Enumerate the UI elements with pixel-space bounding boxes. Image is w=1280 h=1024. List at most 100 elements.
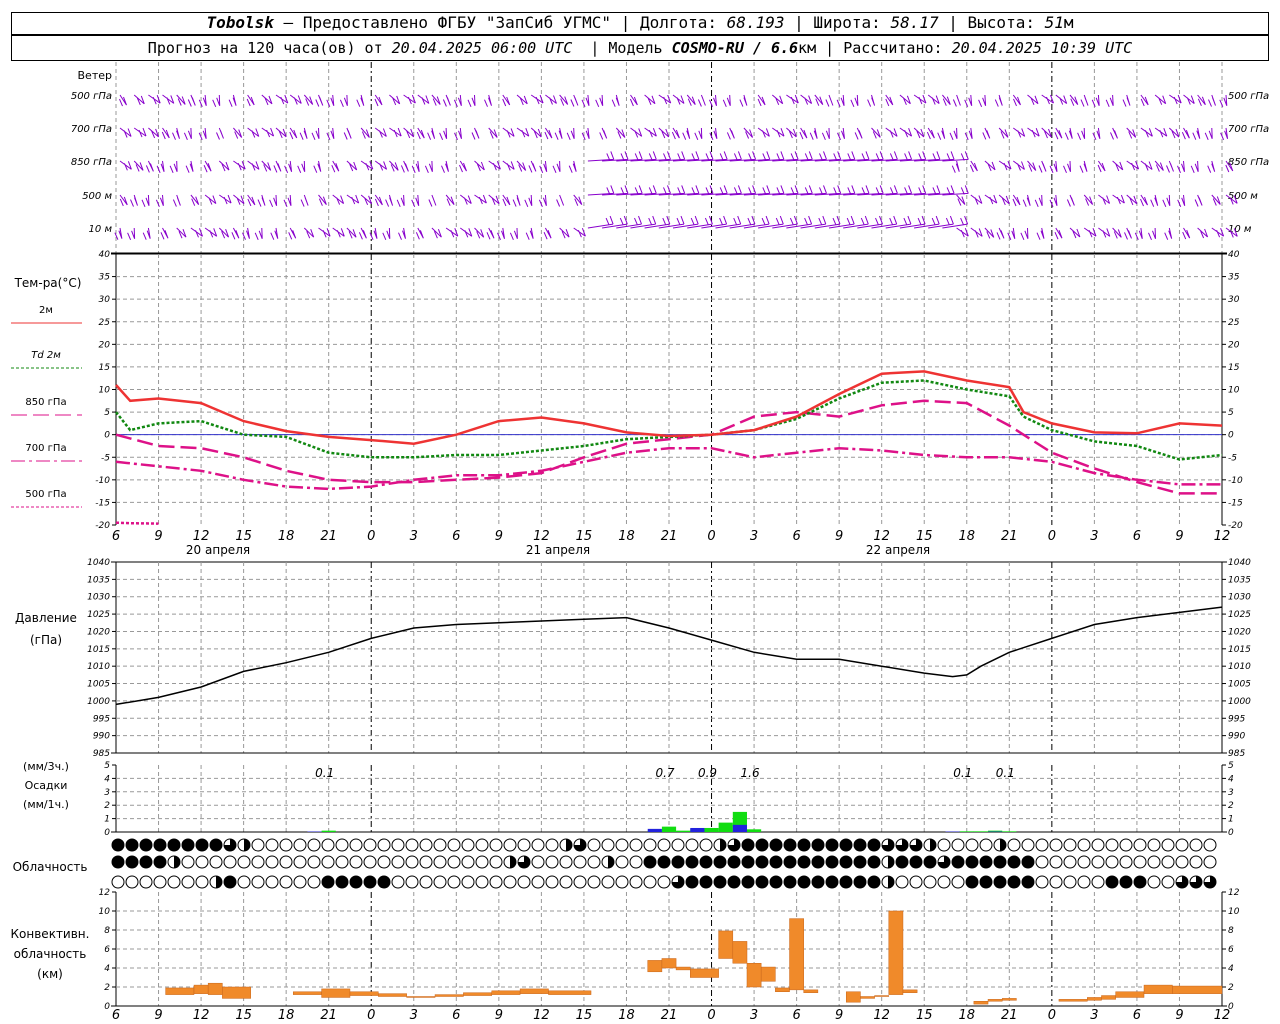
wind-barb xyxy=(369,227,378,240)
wind-barb xyxy=(183,127,192,140)
wind-barb xyxy=(942,151,969,162)
cloud-circle xyxy=(937,838,951,852)
temp-legend-label: 2м xyxy=(39,305,53,316)
pres-ytick-label-right: 1010 xyxy=(1228,662,1251,672)
temp-ytick-label-right: 5 xyxy=(1228,408,1234,418)
wind-barb xyxy=(800,215,827,229)
wind-barb xyxy=(1219,94,1228,107)
convective-bar xyxy=(675,966,691,971)
cloud-circle xyxy=(1063,838,1077,852)
convective-bar xyxy=(463,992,493,996)
cloud-cover-symbol xyxy=(139,875,153,889)
temp-hour-tick: 15 xyxy=(576,529,593,544)
wind-barb xyxy=(346,194,360,205)
wind-barb xyxy=(332,194,345,205)
cloud-circle xyxy=(419,855,433,869)
cloud-cover-symbol xyxy=(1063,838,1077,852)
pres-ytick-label-left: 1005 xyxy=(87,680,110,690)
wind-barb xyxy=(1154,94,1167,105)
precip-data-label: 0.7 xyxy=(655,766,674,780)
cloud-cover-symbol xyxy=(517,838,531,852)
precip-1h-bar xyxy=(676,830,691,832)
wind-barb xyxy=(843,151,870,162)
cloud-fill xyxy=(1176,876,1188,888)
wind-barb xyxy=(857,151,884,162)
cloud-cover-symbol xyxy=(601,875,615,889)
prec-ytick-label-left: 5 xyxy=(104,761,110,771)
wind-barb xyxy=(672,185,700,196)
cloud-circle xyxy=(839,875,853,889)
wind-barb xyxy=(1126,127,1137,139)
cloud-cover-symbol xyxy=(111,855,125,869)
cloud-circle xyxy=(433,875,447,889)
temp-ytick-label-left: 25 xyxy=(99,318,111,328)
cloud-cover-symbol xyxy=(209,855,223,869)
convective-bar xyxy=(378,993,407,997)
cloud-cover-symbol xyxy=(279,855,293,869)
wind-barb xyxy=(984,227,995,239)
wind-barb xyxy=(190,227,203,238)
cloud-cover-symbol xyxy=(293,855,307,869)
wind-barb xyxy=(127,227,136,240)
cloud-circle xyxy=(321,838,335,852)
wind-barb xyxy=(709,127,718,140)
cloud-circle xyxy=(573,875,587,889)
cloud-cover-symbol xyxy=(153,838,167,852)
wind-barb xyxy=(374,194,383,207)
cloud-circle xyxy=(1133,875,1147,889)
wind-barb xyxy=(658,127,670,139)
wind-barb xyxy=(530,127,542,139)
cloud-cover-symbol xyxy=(895,875,909,889)
wind-barb xyxy=(486,227,495,240)
wind-barb xyxy=(1041,127,1052,139)
cloud-cover-symbol xyxy=(419,875,433,889)
cloud-fill xyxy=(1000,839,1006,851)
cloud-circle xyxy=(1091,855,1105,869)
wind-barb xyxy=(203,160,212,173)
wind-barb xyxy=(488,127,498,139)
cloud-cover-symbol xyxy=(1077,855,1091,869)
wind-barb xyxy=(964,127,973,140)
wind-barb xyxy=(1122,94,1131,107)
conv-hour-tick: 18 xyxy=(278,1008,295,1023)
cloud-circle xyxy=(615,838,629,852)
wind-barb xyxy=(130,194,138,207)
wind-barb xyxy=(587,151,615,162)
cloud-circle xyxy=(1119,855,1133,869)
wind-barb xyxy=(474,160,485,172)
prec-ytick-label-left: 3 xyxy=(104,788,110,798)
wind-barb xyxy=(270,227,279,240)
prec-ytick-label-left: 0 xyxy=(104,828,110,838)
cloud-cover-symbol xyxy=(881,875,895,889)
wind-barb xyxy=(142,227,151,240)
cloud-fill xyxy=(216,876,222,888)
conv-hour-tick: 9 xyxy=(835,1008,843,1023)
cloud-circle xyxy=(741,855,755,869)
cloud-circle xyxy=(1161,838,1175,852)
cloud-cover-symbol xyxy=(1007,838,1021,852)
temp-ytick-label-left: -20 xyxy=(95,521,110,531)
temp-hour-tick: 3 xyxy=(750,529,758,544)
conv-hour-tick: 6 xyxy=(1133,1008,1141,1023)
wind-barb xyxy=(400,160,409,173)
precip-data-label: 0.1 xyxy=(996,766,1015,780)
wind-barb xyxy=(1124,227,1132,240)
wind-barb xyxy=(1192,127,1201,140)
cloud-cover-symbol xyxy=(741,838,755,852)
cloud-fill xyxy=(608,856,614,868)
wind-barb xyxy=(326,127,335,140)
wind-barb xyxy=(1169,94,1182,105)
wind-barb xyxy=(233,127,243,139)
wind-barb xyxy=(1083,194,1094,206)
temp-hour-tick: 3 xyxy=(410,529,418,544)
cloud-circle xyxy=(797,855,811,869)
wind-barb xyxy=(261,94,273,106)
latitude-value: 58.17 xyxy=(890,13,939,32)
wind-barb xyxy=(672,94,685,105)
cloud-circle xyxy=(1077,838,1091,852)
wind-barb xyxy=(460,227,473,238)
temp-hour-tick: 6 xyxy=(452,529,460,544)
cloud-cover-symbol xyxy=(1105,855,1119,869)
wind-barb xyxy=(885,94,894,107)
cloud-circle xyxy=(209,838,223,852)
